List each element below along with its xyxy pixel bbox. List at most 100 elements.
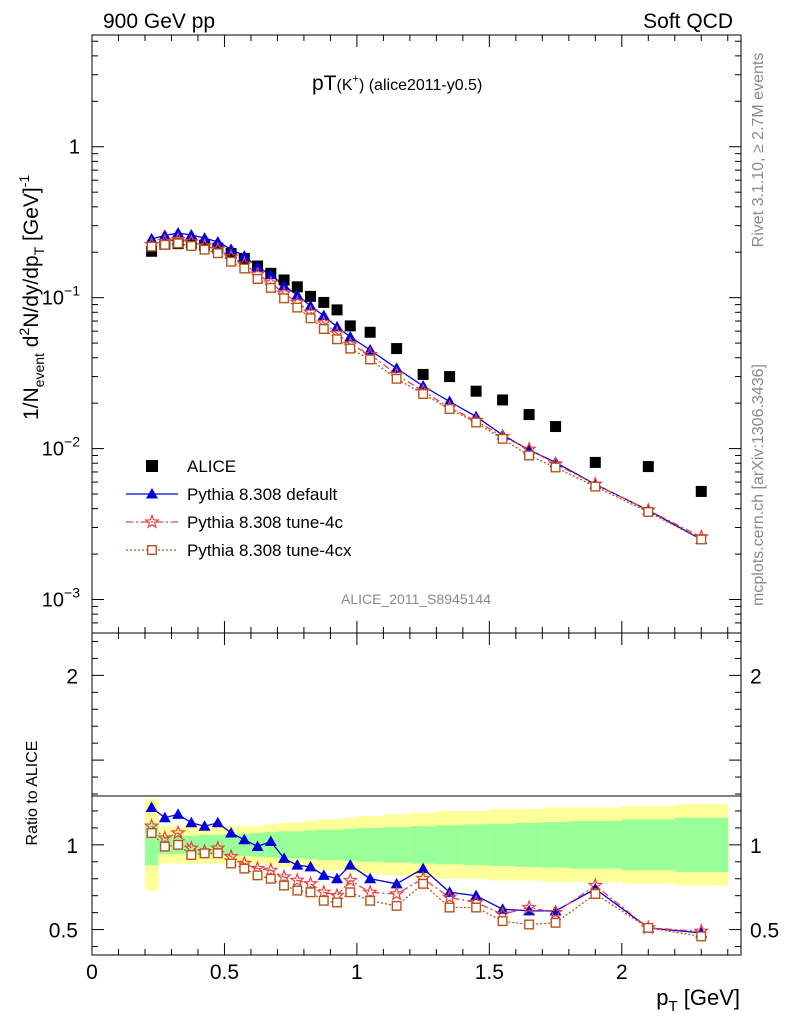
xlabel-p: p [656,985,668,1010]
x-tick-label: 0.5 [210,961,239,984]
ratio-point-tune4c [157,829,173,845]
ratio-point-default [317,869,330,880]
data-point-alice [391,343,403,355]
data-point-alice [364,326,376,338]
ratio-point-default [417,862,430,874]
ratio-point-tune4cx [332,897,343,908]
data-point-tune4cx [391,373,402,384]
x-tick-label: 0 [86,961,98,984]
ratio-point-tune4cx [279,880,290,891]
ratio-point-default [198,820,211,831]
ratio-point-tune4cx [212,848,223,859]
data-point-default [225,243,238,254]
ratio-point-tune4cx [696,931,707,942]
ratio-y-tick-label-right: 1 [750,835,762,858]
ratio-ticks [91,633,741,955]
ratio-point-tune4cx [252,870,263,881]
ratio-panel: 0.5 0.5 1 1 2 2 0 0.5 1 1.5 2 Ratio to ALICE pT [… [24,632,779,1015]
data-point-tune4cx [199,244,210,255]
legend-marker-tune4c [144,513,160,529]
ratio-point-tune4c [170,824,186,840]
ratio-y-tick-labels: 0.5 0.5 1 1 2 2 [49,665,779,942]
ratio-point-tune4cx [159,841,170,852]
plot-title-tail: ) (alice2011-y0.5) [359,77,482,94]
data-point-default [344,330,357,342]
ylabel-f: T [31,246,47,255]
ratio-band-inner [303,830,318,860]
data-point-tune4cx [186,240,197,251]
ratio-point-tune4cx [590,888,601,899]
legend-label-default: Pythia 8.308 default [187,485,338,504]
ratio-point-default [331,872,344,884]
main-series [143,227,710,545]
y-tick-base: 1 [69,137,80,159]
ratio-point-tune4cx [173,839,184,850]
ratio-point-tune4cx [292,885,303,896]
ratio-point-tune4cx [186,850,197,861]
ylabel-h: -1 [16,175,32,188]
y-tick-base: 10 [42,590,64,612]
ratio-point-tune4cx [550,917,561,928]
ratio-point-default [291,859,304,870]
ratio-band-inner [542,821,570,868]
ylabel-d: 2 [16,328,32,336]
x-tick-label: 2 [616,961,628,984]
ratio-point-default [158,811,171,823]
y-tick-label: 10−1 [42,283,80,310]
ratio-band-inner [290,831,305,859]
ylabel-g: [GeV] [20,187,43,247]
data-point-default [198,232,211,243]
ratio-point-default [251,840,264,852]
data-point-tune4cx [418,388,429,399]
ratio-point-default [172,808,185,819]
ratio-series [143,801,710,942]
ratio-point-tune4cx [199,848,210,859]
ratio-point-default [364,872,377,884]
ratio-point-tune4cx [643,922,654,933]
ratio-band-inner [674,817,729,872]
ylabel-c: d [20,336,43,354]
main-panel: 110−110−210−3 pT(K+) (alice2011-y0.5) 1/… [16,34,742,634]
y-tick-exponent: −2 [64,434,80,450]
ratio-point-tune4cx [497,916,508,927]
data-point-tune4cx [265,282,276,293]
ratio-band-inner [277,831,292,859]
ratio-point-tune4c [262,862,279,877]
ratio-point-tune4c [441,889,458,905]
y-tick-label: 1 [69,137,80,159]
data-point-tune4cx [212,248,223,259]
ratio-y-tick-label-right: 0.5 [750,920,779,943]
data-point-alice [589,456,601,468]
ratio-point-tune4c [342,872,359,888]
ratio-y-tick-label-right: 2 [750,665,762,688]
x-tick-label: 1 [351,961,363,984]
data-point-tune4cx [365,354,376,365]
legend-label-tune4c: Pythia 8.308 tune-4c [187,513,343,532]
ratio-point-tune4cx [265,873,276,884]
ratio-point-tune4cx [444,902,455,913]
ratio-band-inner [515,822,543,867]
ratio-y-tick-label-left: 0.5 [49,920,78,943]
data-point-tune4cx [146,241,157,252]
ratio-point-tune4c [289,872,306,888]
data-point-alice [497,394,509,406]
ratio-point-default [278,852,291,863]
y-tick-exponent: −1 [64,283,80,299]
ratio-point-tune4cx [471,902,482,913]
data-point-alice [344,320,356,332]
data-point-tune4cx [252,273,263,284]
xlabel-tail: [GeV] [678,985,740,1010]
data-point-tune4cx [226,256,237,267]
data-point-alice [444,371,456,383]
ylabel-b: event [31,353,47,387]
data-point-alice [417,368,429,380]
data-point-tune4cx [332,334,343,345]
data-point-tune4cx [497,433,508,444]
ratio-band-inner [436,825,464,865]
data-point-tune4cx [239,263,250,274]
ratio-point-tune4cx [345,887,356,898]
legend-label-tune4cx: Pythia 8.308 tune-4cx [187,541,352,560]
ratio-point-default [225,826,238,838]
ratio-frame [91,632,742,956]
